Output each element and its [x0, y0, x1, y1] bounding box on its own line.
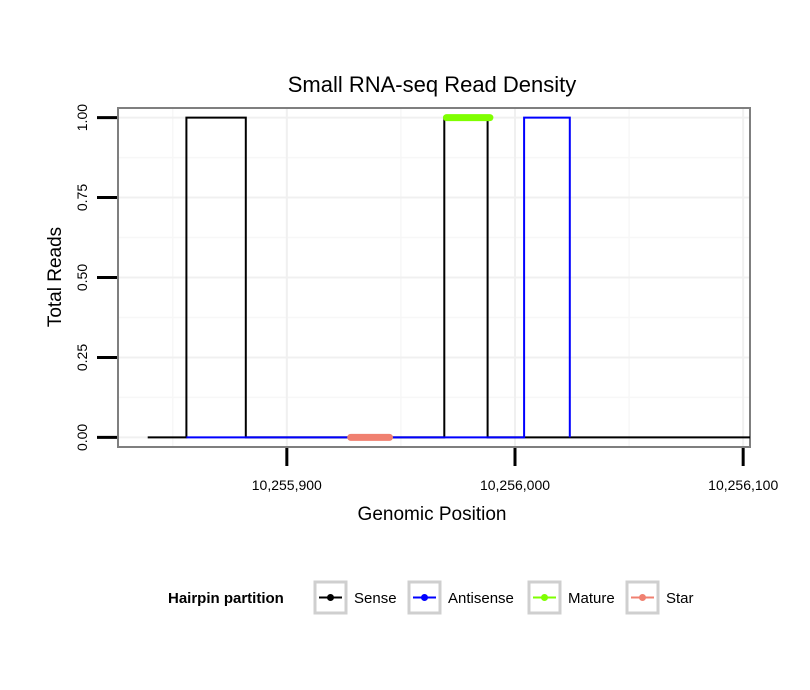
- legend-label: Mature: [568, 590, 615, 607]
- legend-entry-mature: Mature: [527, 580, 615, 615]
- y-tick-label: 0.25: [74, 344, 90, 371]
- legend-entry-sense: Sense: [313, 580, 397, 615]
- y-axis: 0.00 0.25 0.50 0.75 1.00: [74, 104, 117, 451]
- legend-entry-antisense: Antisense: [407, 580, 514, 615]
- series-layer: [147, 114, 750, 441]
- legend-title: Hairpin partition: [168, 590, 284, 607]
- legend-key-point: [639, 594, 646, 601]
- legend-key-point: [327, 594, 334, 601]
- x-tick-label: 10,255,900: [252, 477, 322, 493]
- y-tick-label: 0.75: [74, 184, 90, 211]
- x-tick-label: 10,256,100: [708, 477, 778, 493]
- legend-entry-star: Star: [625, 580, 694, 615]
- panel-border: [117, 107, 751, 448]
- x-axis: 10,255,900 10,256,000 10,256,100: [252, 448, 778, 493]
- x-tick-label: 10,256,000: [480, 477, 550, 493]
- y-tick-label: 1.00: [74, 104, 90, 131]
- y-tick-label: 0.00: [74, 424, 90, 451]
- y-tick-label: 0.50: [74, 264, 90, 291]
- legend-key-point: [541, 594, 548, 601]
- legend-label: Sense: [354, 590, 397, 607]
- legend-label: Antisense: [448, 590, 514, 607]
- series-line-antisense: [186, 116, 571, 439]
- x-axis-title: Genomic Position: [358, 504, 507, 525]
- legend-key-point: [421, 594, 428, 601]
- legend-entries: Sense Antisense Mature Star: [313, 580, 694, 615]
- legend: Hairpin partition Sense Antisense Mature St…: [168, 580, 694, 615]
- legend-label: Star: [666, 590, 694, 607]
- chart-title: Small RNA-seq Read Density: [288, 72, 577, 97]
- y-axis-title: Total Reads: [45, 227, 66, 327]
